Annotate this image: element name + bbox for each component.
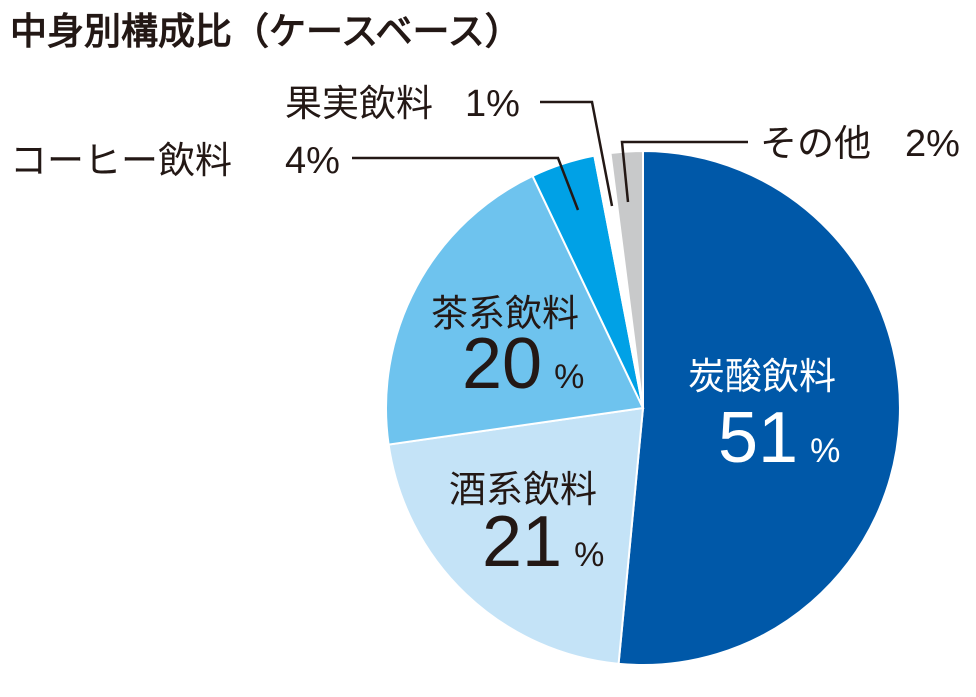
- slice-value-number-3: 20: [462, 324, 542, 404]
- slice-value-number-1: 51: [718, 398, 798, 478]
- slice-value-unit-3: %: [554, 358, 584, 396]
- slice-value-unit-5: %: [486, 83, 520, 125]
- slice-name-label-3: 茶系飲料: [431, 293, 579, 334]
- slice-value-label-1: 51%: [718, 398, 840, 478]
- slice-value-unit-6: %: [926, 123, 960, 165]
- slice-name-label-4: コーヒー飲料: [10, 140, 232, 181]
- slice-value-unit-4: %: [306, 140, 340, 182]
- slice-name-label-2: 酒系飲料: [449, 469, 597, 510]
- pie-slice-1: [617, 149, 901, 666]
- slice-name-label-5: 果実飲料: [285, 83, 433, 124]
- pie-slice-3: [385, 174, 645, 446]
- leader-line-4: [352, 156, 580, 211]
- slice-value-label-6: 2%: [905, 123, 960, 165]
- slice-value-number-6: 2: [905, 123, 926, 165]
- slice-value-label-3: 20%: [462, 324, 584, 404]
- slice-value-label-5: 1%: [465, 83, 520, 125]
- slice-value-label-2: 21%: [482, 502, 604, 582]
- pie-slice-2: [387, 406, 645, 665]
- slice-value-number-2: 21: [482, 502, 562, 582]
- leader-line-6: [620, 140, 748, 203]
- slice-value-unit-1: %: [810, 432, 840, 470]
- slice-value-number-4: 4: [285, 140, 306, 182]
- leader-lines: [352, 100, 748, 211]
- pie-slices: [385, 149, 901, 666]
- slice-value-label-4: 4%: [285, 140, 340, 182]
- slice-name-label-1: 炭酸飲料: [688, 356, 836, 397]
- chart-title: 中身別構成比（ケースベース）: [10, 11, 522, 52]
- pie-slice-6: [609, 149, 644, 409]
- slice-value-number-5: 1: [465, 83, 486, 125]
- slice-name-label-6: その他: [760, 123, 871, 164]
- slice-value-unit-2: %: [574, 536, 604, 574]
- leader-line-5: [540, 100, 614, 207]
